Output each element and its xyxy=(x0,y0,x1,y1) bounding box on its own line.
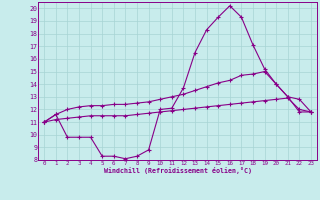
X-axis label: Windchill (Refroidissement éolien,°C): Windchill (Refroidissement éolien,°C) xyxy=(104,167,252,174)
